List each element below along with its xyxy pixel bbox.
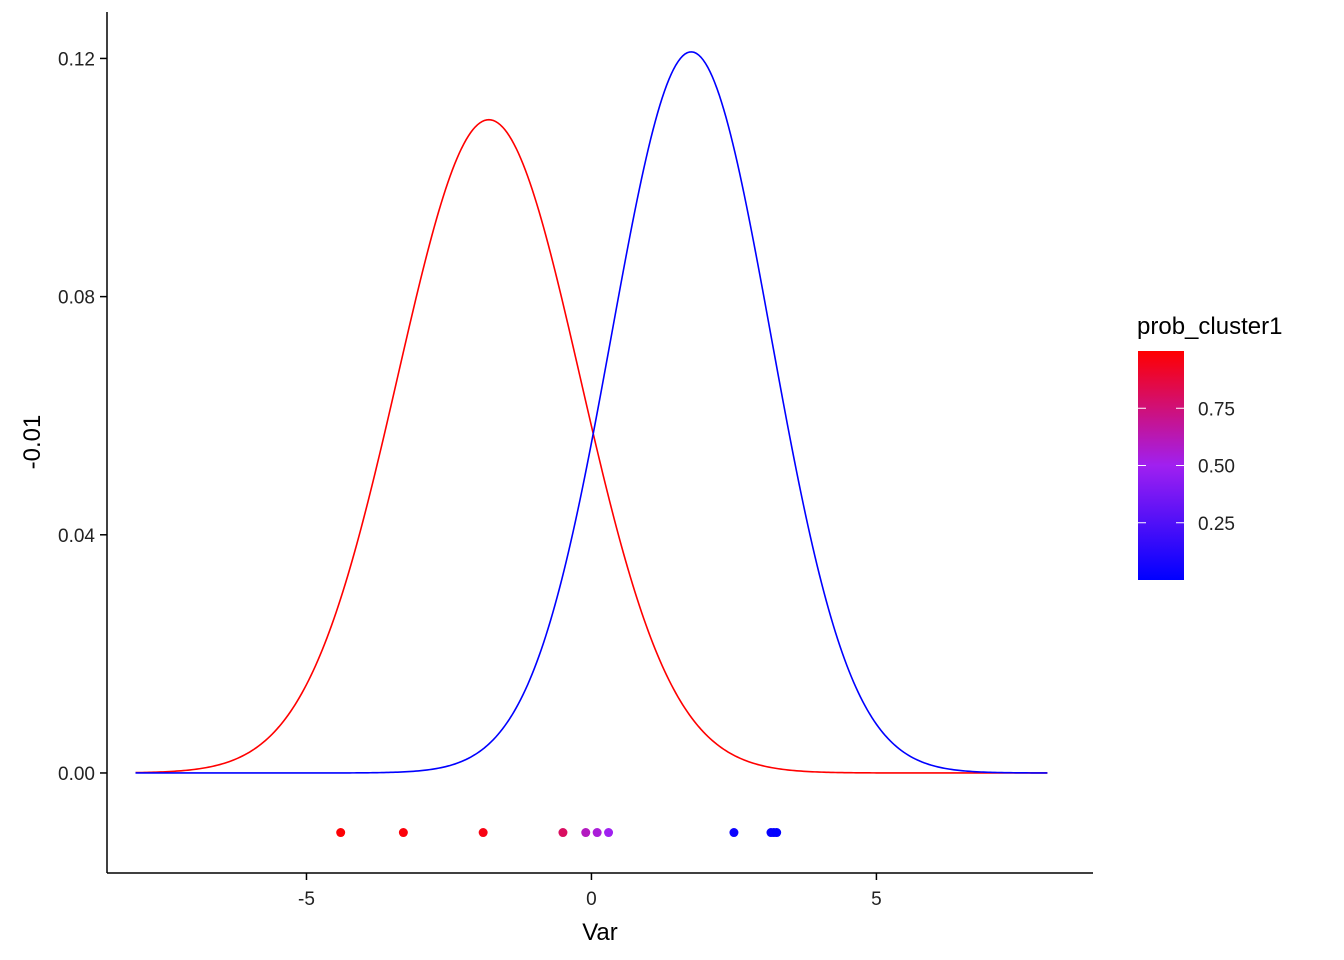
y-ticks: 0.00 0.04 0.08 0.12: [58, 49, 107, 785]
y-tick-label: 0.04: [58, 526, 95, 547]
y-tick-label: 0.12: [58, 49, 95, 70]
data-point: [398, 828, 408, 838]
legend-ticks: 0.25 0.50 0.75: [1138, 399, 1235, 535]
y-axis-title: -0.01: [19, 415, 46, 470]
data-point: [336, 828, 346, 838]
y-tick-label: 0.00: [58, 764, 95, 785]
points-layer: [336, 828, 782, 838]
y-tick-label: 0.08: [58, 288, 95, 309]
series-line-2: [135, 51, 1048, 774]
legend: prob_cluster1 0.25 0.50 0.75: [1137, 313, 1282, 580]
data-point: [592, 828, 602, 838]
x-ticks: -5 0 5: [298, 873, 882, 910]
legend-tick-label: 0.25: [1198, 514, 1235, 535]
legend-title: prob_cluster1: [1137, 313, 1282, 340]
legend-tick-label: 0.75: [1198, 399, 1235, 420]
x-tick-label: -5: [298, 889, 315, 910]
data-point: [558, 828, 568, 838]
data-point: [604, 828, 614, 838]
x-tick-label: 5: [871, 889, 882, 910]
x-axis-title: Var: [582, 919, 618, 946]
data-point: [729, 828, 739, 838]
data-point: [772, 828, 782, 838]
series-line-1: [135, 118, 1048, 774]
series-layer: [135, 51, 1048, 774]
legend-tick-label: 0.50: [1198, 457, 1235, 478]
data-point: [581, 828, 591, 838]
data-point: [478, 828, 488, 838]
x-tick-label: 0: [586, 889, 597, 910]
